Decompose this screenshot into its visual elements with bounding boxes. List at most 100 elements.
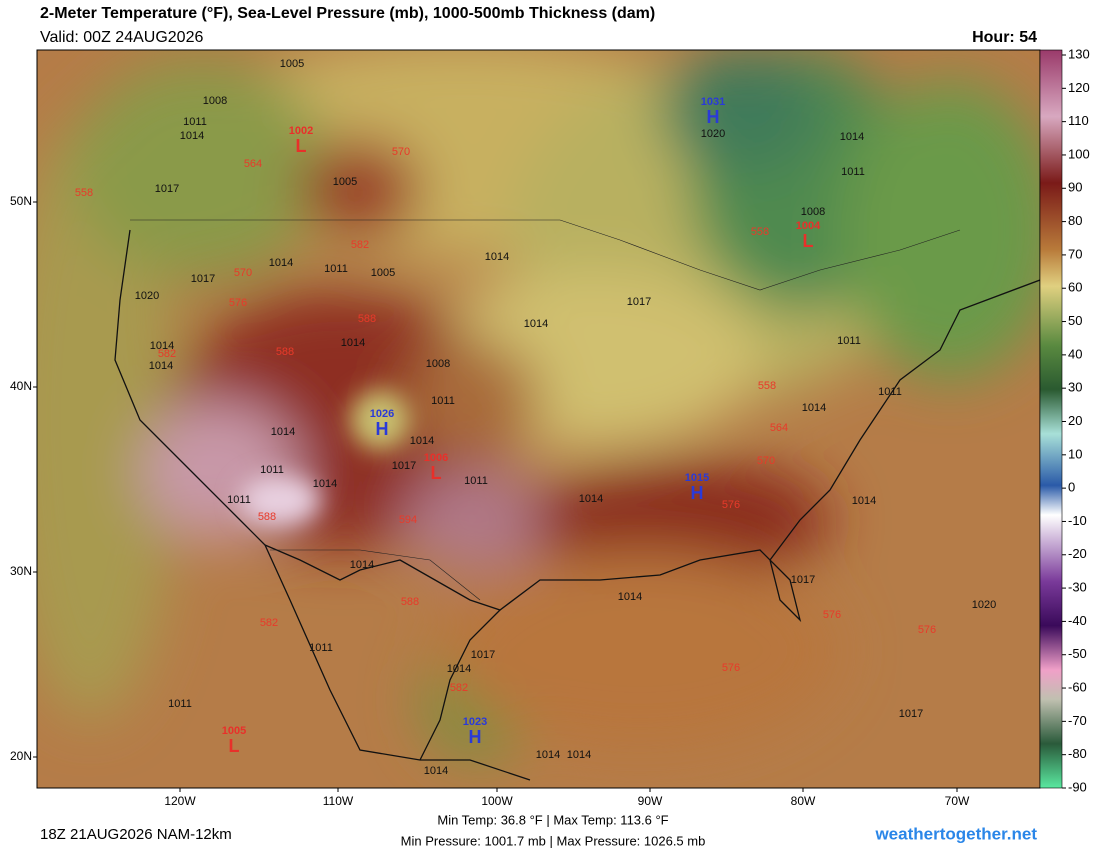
borders xyxy=(130,219,961,601)
colorbar-tick-label: 70 xyxy=(1068,246,1082,261)
isobar-label: 1014 xyxy=(567,749,591,761)
temp-range: Min Temp: 36.8 °F | Max Temp: 113.6 °F xyxy=(437,812,668,827)
colorbar-tick-label: 100 xyxy=(1068,146,1090,161)
colorbar-tick-label: 80 xyxy=(1068,213,1082,228)
valid-time: Valid: 00Z 24AUG2026 xyxy=(40,29,203,46)
colorbar-tick-label: 60 xyxy=(1068,280,1082,295)
isobar-label: 1014 xyxy=(840,131,864,143)
thickness-label: 576 xyxy=(722,662,740,674)
colorbar-tick-label: -20 xyxy=(1068,546,1087,561)
colorbar-tick-label: 50 xyxy=(1068,313,1082,328)
pressure-center-letter: L xyxy=(229,736,240,756)
colorbar-tick-label: -90 xyxy=(1068,779,1087,794)
coastline xyxy=(114,229,1040,781)
colorbar-tick-label: 20 xyxy=(1068,413,1082,428)
colorbar-tick-label: 0 xyxy=(1068,480,1075,495)
isobar-label: 1011 xyxy=(168,698,192,710)
colorbar-tick-label: -10 xyxy=(1068,513,1087,528)
isobar-label: 1014 xyxy=(802,402,826,414)
isobar-label: 1014 xyxy=(424,765,448,777)
lat-label: 30N xyxy=(10,564,32,578)
pressure-center-value: 1026 xyxy=(370,408,394,420)
lon-label: 100W xyxy=(481,794,513,808)
thickness-label: 588 xyxy=(401,596,419,608)
site-link[interactable]: weathertogether.net xyxy=(874,824,1037,843)
isobar-label: 1011 xyxy=(837,335,861,347)
pressure-range: Min Pressure: 1001.7 mb | Max Pressure: … xyxy=(401,833,706,848)
colorbar-tick-label: -70 xyxy=(1068,713,1087,728)
thickness-label: 588 xyxy=(258,511,276,523)
isobar-label: 1017 xyxy=(191,273,215,285)
thickness-label: 570 xyxy=(392,146,410,158)
isobar-label: 1017 xyxy=(155,183,179,195)
thickness-label: 558 xyxy=(75,187,93,199)
isobar-label: 1014 xyxy=(852,495,876,507)
thickness-label: 576 xyxy=(722,499,740,511)
isobar-label: 1014 xyxy=(485,251,509,263)
colorbar-tick-label: 130 xyxy=(1068,46,1090,61)
isobar-label: 1017 xyxy=(392,460,416,472)
isobar-label: 1011 xyxy=(431,395,455,407)
thickness-label: 576 xyxy=(918,624,936,636)
isobar-label: 1014 xyxy=(341,337,365,349)
thickness-label: 576 xyxy=(823,609,841,621)
isobar-label: 1014 xyxy=(150,340,174,352)
pressure-center-letter: H xyxy=(691,483,704,503)
colorbar-tick-label: -40 xyxy=(1068,613,1087,628)
isobar-label: 1014 xyxy=(271,426,295,438)
colorbar-tick-label: -30 xyxy=(1068,580,1087,595)
isobar-label: 1011 xyxy=(227,494,251,506)
pressure-center-value: 1005 xyxy=(222,725,246,737)
thickness-label: 588 xyxy=(358,313,376,325)
isobar-label: 1008 xyxy=(203,95,227,107)
colorbar-tick-label: 110 xyxy=(1068,113,1089,128)
thickness-label: 594 xyxy=(399,514,417,526)
isobar-label: 1014 xyxy=(410,435,434,447)
isobar-label: 1017 xyxy=(899,708,923,720)
isobar-label: 1014 xyxy=(149,360,173,372)
thickness-label: 588 xyxy=(276,346,294,358)
isobar-label: 1014 xyxy=(313,478,337,490)
isobar-label: 1017 xyxy=(471,649,495,661)
pressure-center-letter: H xyxy=(376,419,389,439)
isobar-label: 1005 xyxy=(333,176,357,188)
map-field xyxy=(37,50,1040,788)
thickness-label: 582 xyxy=(260,617,278,629)
model-run: 18Z 21AUG2026 NAM-12km xyxy=(40,826,232,843)
pressure-center-letter: L xyxy=(803,231,814,251)
lon-label: 80W xyxy=(791,794,816,808)
lat-label: 20N xyxy=(10,749,32,763)
pressure-center-value: 1015 xyxy=(685,472,709,484)
isobar-label: 1011 xyxy=(309,642,333,654)
isobar-label: 1011 xyxy=(183,116,207,128)
isobar-label: 1011 xyxy=(841,166,865,178)
thickness-label: 564 xyxy=(244,158,262,170)
isobar-label: 1011 xyxy=(324,263,348,275)
isobar-label: 1017 xyxy=(627,296,651,308)
colorbar-tick-label: 90 xyxy=(1068,180,1082,195)
isobar-label: 1008 xyxy=(426,358,450,370)
pressure-center-letter: H xyxy=(707,107,720,127)
colorbar-tick-label: 30 xyxy=(1068,380,1082,395)
pressure-center-letter: L xyxy=(296,136,307,156)
lon-label: 120W xyxy=(164,794,196,808)
isobar-label: 1014 xyxy=(579,493,603,505)
thickness-label: 582 xyxy=(158,348,176,360)
isobar-label: 1020 xyxy=(972,599,996,611)
thickness-label: 582 xyxy=(450,682,468,694)
thickness-label: 570 xyxy=(757,455,775,467)
forecast-hour: Hour: 54 xyxy=(972,29,1037,46)
isobar-label: 1014 xyxy=(524,318,548,330)
pressure-center-value: 1006 xyxy=(424,452,448,464)
isobar-label: 1014 xyxy=(269,257,293,269)
pressure-center-value: 1023 xyxy=(463,716,487,728)
isobar-label: 1008 xyxy=(801,206,825,218)
isobar-label: 1014 xyxy=(350,559,374,571)
lon-label: 110W xyxy=(323,794,354,808)
isobar-label: 1005 xyxy=(280,58,304,70)
pressure-center-letter: L xyxy=(431,463,442,483)
thickness-label: 558 xyxy=(758,380,776,392)
thickness-label: 582 xyxy=(351,239,369,251)
isobar-label: 1014 xyxy=(447,663,471,675)
